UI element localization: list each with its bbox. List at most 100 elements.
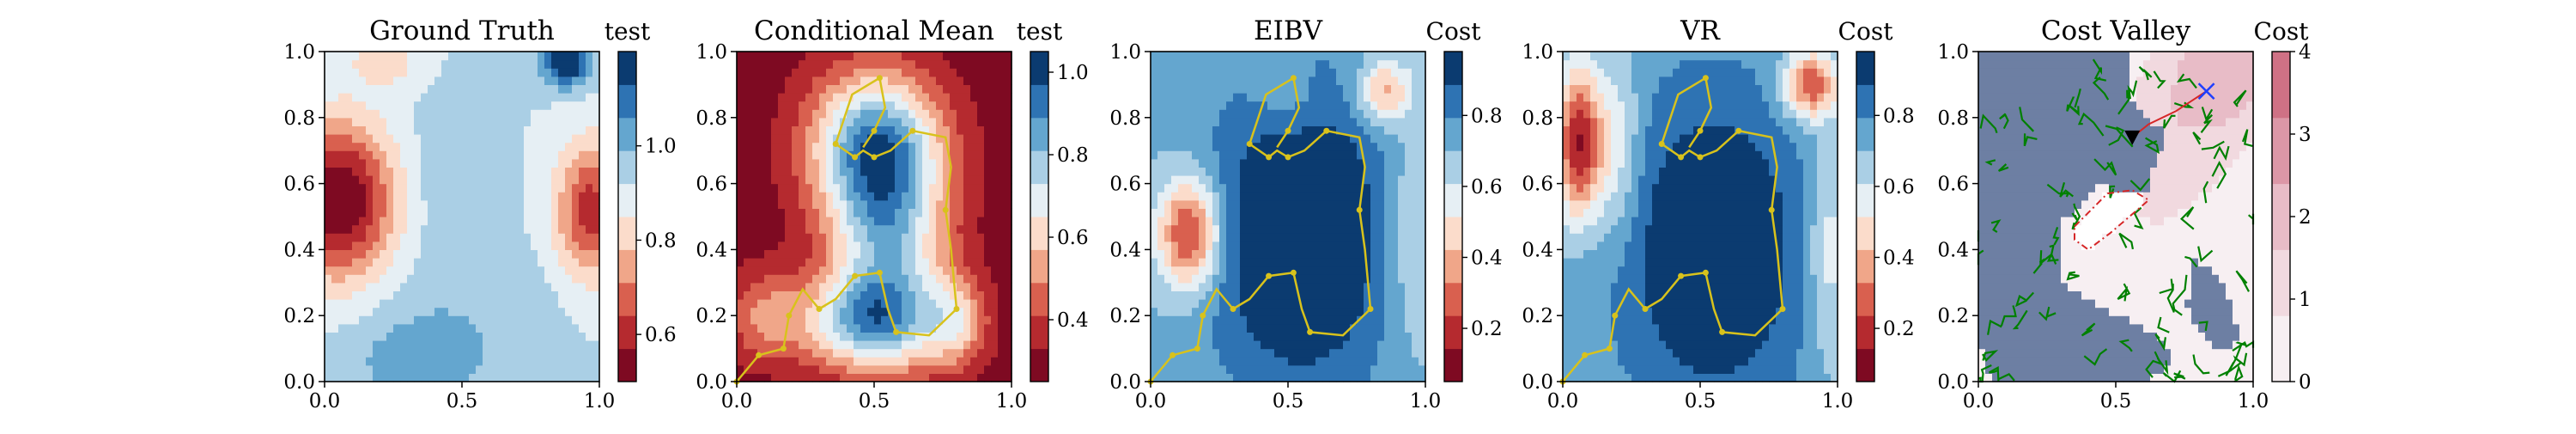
heatmap-cell: [970, 143, 978, 151]
heatmap-cell: [531, 68, 538, 76]
heatmap-cell: [1281, 365, 1289, 374]
heatmap-cell: [799, 332, 806, 340]
heatmap-cell: [476, 241, 483, 250]
heatmap-cell: [860, 192, 868, 200]
heatmap-cell: [1233, 217, 1241, 225]
heatmap-cell: [819, 175, 827, 184]
heatmap-cell: [1350, 308, 1358, 316]
heatmap-cell: [441, 241, 449, 250]
heatmap-cell: [819, 249, 827, 258]
heatmap-cell: [1384, 233, 1392, 241]
heatmap-cell: [544, 208, 552, 217]
heatmap-cell: [1412, 365, 1419, 374]
heatmap-cell: [1240, 308, 1248, 316]
heatmap-cell: [441, 266, 449, 275]
heatmap-cell: [373, 241, 380, 250]
heatmap-cell: [352, 349, 360, 358]
heatmap-cell: [860, 225, 868, 234]
heatmap-cell: [1247, 373, 1255, 382]
heatmap-cell: [325, 324, 332, 333]
heatmap-cell: [489, 349, 497, 358]
heatmap-cell: [496, 68, 504, 76]
heatmap-cell: [847, 349, 854, 358]
heatmap-cell: [867, 258, 875, 266]
heatmap-cell: [1164, 84, 1172, 93]
heatmap-cell: [750, 373, 758, 382]
heatmap-cell: [764, 249, 772, 258]
heatmap-cell: [565, 68, 573, 76]
trajectory-waypoint: [893, 329, 899, 335]
heatmap-cell: [448, 159, 456, 168]
heatmap-cell: [847, 299, 854, 308]
heatmap-cell: [345, 118, 353, 126]
heatmap-cell: [1212, 315, 1220, 324]
heatmap-cell: [1274, 258, 1282, 266]
heatmap-cell: [936, 143, 944, 151]
heatmap-cell: [1226, 175, 1234, 184]
heatmap-cell: [517, 167, 525, 175]
heatmap-cell: [538, 184, 545, 193]
heatmap-cell: [441, 373, 449, 382]
heatmap-cell: [826, 357, 834, 365]
heatmap-cell: [778, 125, 786, 134]
heatmap-cell: [565, 225, 573, 234]
heatmap-cell: [1240, 266, 1248, 275]
heatmap-cell: [1295, 60, 1303, 69]
heatmap-cell: [366, 217, 374, 225]
heatmap-cell: [1343, 365, 1351, 374]
heatmap-cell: [998, 52, 1005, 60]
heatmap-cell: [565, 274, 573, 283]
heatmap-cell: [792, 68, 799, 76]
heatmap-cell: [737, 167, 744, 175]
heatmap-cell: [1336, 118, 1344, 126]
heatmap-cell: [1315, 175, 1323, 184]
heatmap-cell: [908, 274, 916, 283]
heatmap-cell: [737, 315, 744, 324]
heatmap-cell: [345, 283, 353, 291]
heatmap-cell: [936, 249, 944, 258]
heatmap-cell: [1274, 290, 1282, 299]
heatmap-cell: [503, 332, 511, 340]
heatmap-cell: [750, 101, 758, 110]
heatmap-cell: [750, 274, 758, 283]
heatmap-cell: [338, 109, 346, 118]
heatmap-cell: [1254, 315, 1261, 324]
heatmap-cell: [888, 340, 896, 349]
heatmap-cell: [750, 60, 758, 69]
heatmap-cell: [771, 200, 779, 209]
heatmap-cell: [1281, 258, 1289, 266]
heatmap-cell: [1199, 159, 1206, 168]
heatmap-cell: [572, 283, 580, 291]
heatmap-cell: [352, 52, 360, 60]
colorbar-swatch: [618, 150, 636, 184]
heatmap-cell: [489, 324, 497, 333]
heatmap-cell: [1329, 143, 1337, 151]
heatmap-cell: [524, 159, 532, 168]
heatmap-cell: [544, 357, 552, 365]
heatmap-cell: [1212, 76, 1220, 85]
heatmap-cell: [1254, 357, 1261, 365]
heatmap-cell: [565, 365, 573, 374]
heatmap-cell: [1199, 241, 1206, 250]
heatmap-cell: [393, 340, 401, 349]
heatmap-cell: [922, 233, 930, 241]
heatmap-cell: [469, 150, 477, 159]
heatmap-cell: [950, 315, 957, 324]
heatmap-cell: [970, 101, 978, 110]
heatmap-cell: [943, 290, 951, 299]
heatmap-cell: [469, 266, 477, 275]
y-tick-label: 0.2: [283, 305, 315, 327]
heatmap-cell: [428, 52, 435, 60]
heatmap-cell: [1309, 357, 1316, 365]
heatmap-cell: [1309, 299, 1316, 308]
heatmap-cell: [895, 340, 902, 349]
heatmap-cell: [977, 357, 985, 365]
heatmap-cell: [496, 340, 504, 349]
heatmap-cell: [915, 109, 923, 118]
heatmap-cell: [338, 101, 346, 110]
heatmap-cell: [386, 241, 394, 250]
heatmap-cell: [991, 357, 999, 365]
heatmap-cell: [1309, 225, 1316, 234]
heatmap-cell: [1157, 93, 1165, 101]
